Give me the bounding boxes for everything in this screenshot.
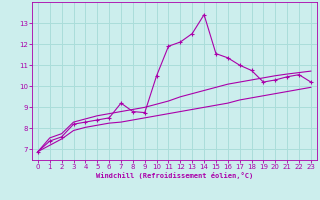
X-axis label: Windchill (Refroidissement éolien,°C): Windchill (Refroidissement éolien,°C) (96, 172, 253, 179)
